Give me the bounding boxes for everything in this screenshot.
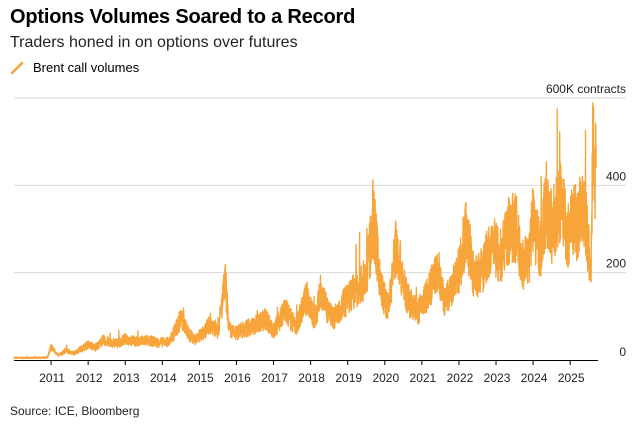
x-tick-label-2022: 2022 — [447, 371, 474, 385]
x-tick-label-2025: 2025 — [558, 371, 585, 385]
x-tick-label-2011: 2011 — [39, 371, 65, 385]
x-tick-label-2024: 2024 — [521, 371, 548, 385]
source-note: Source: ICE, Bloomberg — [10, 404, 140, 418]
chart-subtitle: Traders honed in on options over futures — [10, 34, 298, 51]
x-tick-label-2019: 2019 — [335, 371, 362, 385]
x-tick-label-2013: 2013 — [113, 371, 140, 385]
x-tick-label-2021: 2021 — [410, 371, 437, 385]
chart-title: Options Volumes Soared to a Record — [10, 6, 356, 28]
y-tick-label-400: 400 — [606, 169, 626, 183]
x-tick-label-2015: 2015 — [187, 371, 214, 385]
legend-label: Brent call volumes — [33, 60, 140, 75]
y-tick-label-200: 200 — [606, 257, 626, 271]
x-tick-label-2018: 2018 — [298, 371, 325, 385]
legend-line-icon — [10, 61, 24, 74]
x-tick-label-2016: 2016 — [224, 371, 251, 385]
x-tick-label-2014: 2014 — [150, 371, 177, 385]
y-tick-label-0: 0 — [619, 345, 626, 359]
series-line-brent-call-volumes — [13, 102, 597, 360]
axes — [14, 360, 598, 365]
x-tick-label-2012: 2012 — [76, 371, 103, 385]
x-tick-label-2017: 2017 — [261, 371, 288, 385]
legend: Brent call volumes — [10, 60, 139, 75]
x-tick-label-2023: 2023 — [484, 371, 511, 385]
tick-labels: 0 200 400 600K contracts 2011 2012 2013 2014 201… — [39, 82, 626, 385]
y-tick-label-600: 600K contracts — [546, 82, 626, 96]
series-layer — [13, 102, 597, 360]
x-tick-label-2020: 2020 — [372, 371, 399, 385]
gridlines — [14, 97, 626, 274]
